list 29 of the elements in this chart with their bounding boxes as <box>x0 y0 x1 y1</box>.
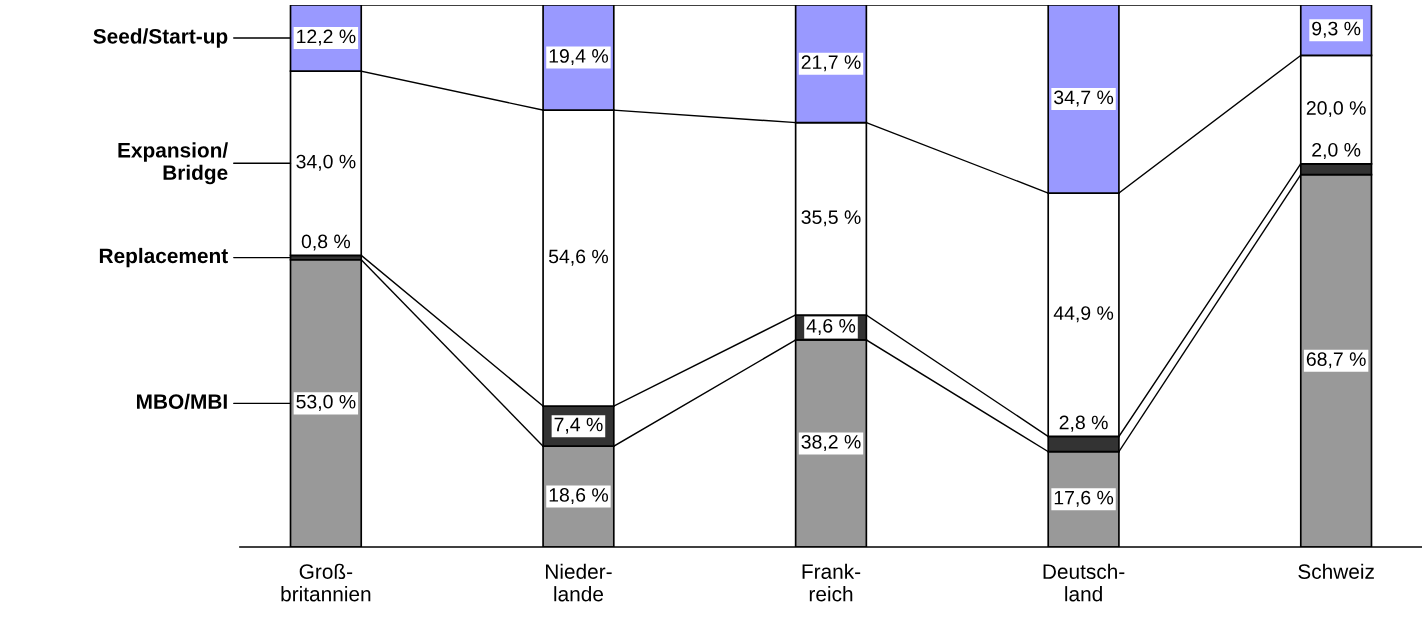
data-label: 2,8 % <box>1059 415 1108 432</box>
data-label: 21,7 % <box>801 55 861 72</box>
data-label: 54,6 % <box>548 249 609 266</box>
data-label: 0,8 % <box>301 234 351 251</box>
legend-label: Replacement <box>99 247 228 268</box>
data-label: 35,5 % <box>801 210 861 227</box>
legend-label: Expansion/ Bridge <box>118 142 228 185</box>
data-label: 7,4 % <box>554 417 603 434</box>
data-label: 19,4 % <box>549 49 609 66</box>
data-label: 20,0 % <box>1306 101 1366 118</box>
data-label: 44,9 % <box>1053 306 1114 323</box>
data-label: 2,0 % <box>1312 142 1361 160</box>
x-tick-label: Nieder- lande <box>545 563 612 602</box>
data-label: 68,7 % <box>1306 352 1366 369</box>
data-label: 12,2 % <box>297 29 356 46</box>
x-tick-label: Schweiz <box>1298 563 1374 579</box>
x-tick-label: Groß- britannien <box>281 563 371 602</box>
data-label: 4,6 % <box>806 318 856 336</box>
legend-label: MBO/MBI <box>137 393 227 410</box>
x-tick-label: Deutsch- land <box>1043 563 1125 602</box>
data-label: 38,2 % <box>801 434 861 451</box>
data-label: 18,6 % <box>549 488 609 505</box>
legend-label: Seed/Start-up <box>93 28 228 48</box>
data-label: 34,7 % <box>1054 90 1114 107</box>
data-label: 53,0 % <box>296 394 356 411</box>
data-label: 17,6 % <box>1054 490 1114 507</box>
data-label: 9,3 % <box>1312 21 1361 38</box>
x-tick-label: Frank- reich <box>802 563 861 602</box>
data-label: 34,0 % <box>296 154 356 171</box>
